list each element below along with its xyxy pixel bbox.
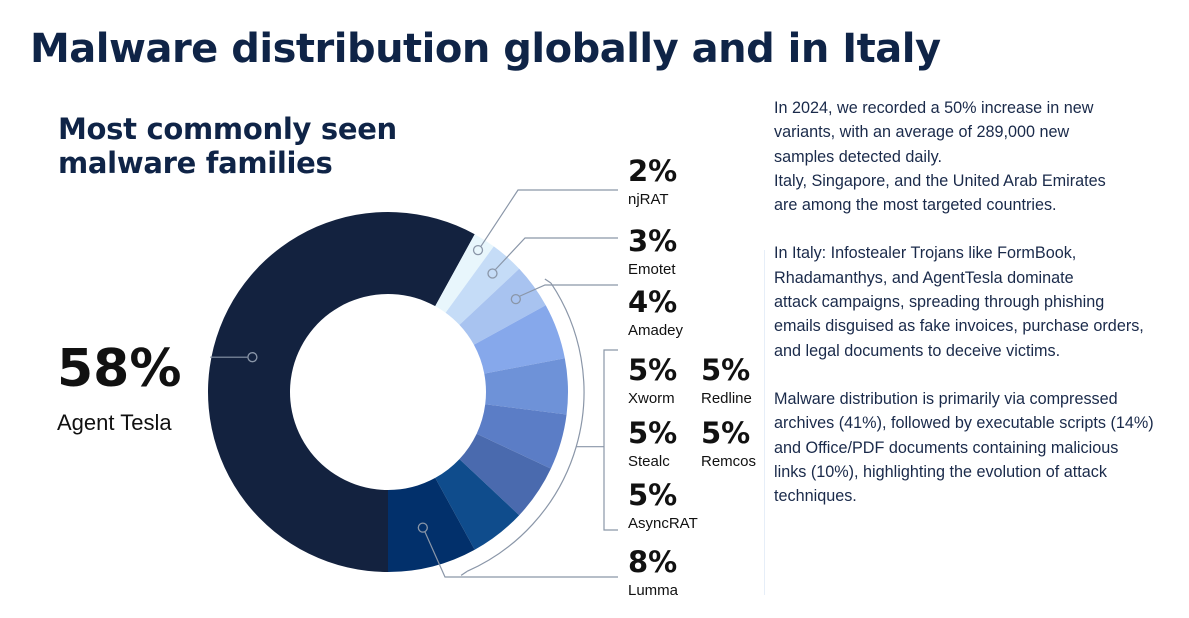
pct-label-emotet: 3% — [628, 224, 677, 258]
name-label-stealc: Stealc — [628, 453, 670, 470]
description-paragraph-2: In Italy: Infostealer Trojans like FormB… — [774, 244, 1144, 360]
connector-dot-agent-tesla — [247, 352, 258, 363]
label-connectors — [210, 189, 618, 578]
description-paragraph-3: Malware distribution is primarily via co… — [774, 389, 1154, 506]
connector-dot-emotet — [487, 268, 498, 279]
slice-xworm — [473, 305, 565, 374]
name-label-asyncrat: AsyncRAT — [628, 515, 698, 532]
pct-label-agent-tesla: 58% — [57, 339, 181, 399]
donut-slices — [207, 211, 568, 572]
pct-label-lumma: 8% — [628, 545, 677, 579]
connector-dot-njrat — [472, 245, 484, 256]
name-label-agent-tesla: Agent Tesla — [57, 410, 172, 435]
connector-dot-amadey — [510, 293, 521, 305]
divider-line — [764, 250, 765, 595]
name-label-njrat: njRAT — [628, 191, 669, 208]
slice-redline — [484, 358, 568, 415]
connector-njrat — [480, 189, 618, 247]
name-label-amadey: Amadey — [628, 322, 684, 339]
slice-stealc — [459, 433, 551, 516]
pct-label-amadey: 4% — [628, 285, 677, 319]
description-panel: In 2024, we recorded a 50% increase in n… — [774, 96, 1189, 532]
slice-amadey — [459, 268, 546, 345]
slice-njrat — [435, 234, 494, 313]
pct-label-redline: 5% — [701, 353, 750, 387]
pct-label-remcos: 5% — [701, 416, 750, 450]
connector-dot-lumma — [417, 522, 428, 533]
group-bracket-right — [603, 349, 618, 531]
chart-title: Most commonly seen malware families — [58, 112, 397, 180]
name-label-emotet: Emotet — [628, 261, 676, 278]
description-paragraph-1: In 2024, we recorded a 50% increase in n… — [774, 99, 1106, 215]
pct-label-stealc: 5% — [628, 416, 677, 450]
pct-label-njrat: 2% — [628, 154, 677, 188]
group-bracket-tick-top — [544, 278, 552, 284]
slice-agent-tesla — [207, 211, 475, 572]
slice-lumma — [388, 477, 475, 572]
connector-emotet — [495, 237, 618, 270]
connector-amadey — [519, 284, 618, 297]
pct-label-xworm: 5% — [628, 353, 677, 387]
slice-remcos — [476, 404, 567, 469]
slice-labels: 58% Agent Tesla 2% njRAT 3% Emotet 4% Amadey 5% X… — [57, 154, 756, 599]
name-label-xworm: Xworm — [628, 390, 675, 407]
slice-emotet — [445, 246, 520, 325]
page-title: Malware distribution globally and in Ita… — [30, 26, 941, 72]
group-bracket-tick-bottom — [460, 570, 468, 576]
name-label-redline: Redline — [701, 390, 752, 407]
name-label-lumma: Lumma — [628, 582, 679, 599]
name-label-remcos: Remcos — [701, 453, 756, 470]
slice-asyncrat — [435, 459, 520, 550]
connector-lumma — [424, 531, 618, 578]
pct-label-asyncrat: 5% — [628, 478, 677, 512]
